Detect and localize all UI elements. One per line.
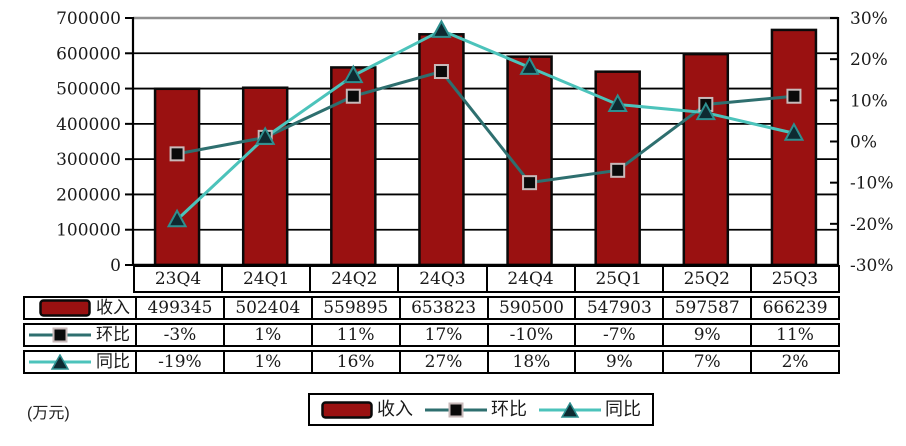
right-axis-tick-label: 20% xyxy=(850,50,888,70)
yoy-marker-triangle xyxy=(783,122,805,141)
table-cell: 1% xyxy=(222,352,311,372)
legend-label-yoy: 同比 xyxy=(605,398,641,420)
table-cell: 18% xyxy=(486,352,575,372)
left-axis-tick-label: 200000 xyxy=(56,185,121,205)
qoq-marker-square xyxy=(345,88,361,104)
table-cell: 17% xyxy=(398,325,487,345)
table-cell: 25Q1 xyxy=(573,267,662,291)
qoq-marker-square xyxy=(786,88,802,104)
yoy-marker-triangle xyxy=(254,126,276,145)
yoy-marker-triangle xyxy=(431,19,452,38)
bar-swatch-icon xyxy=(39,299,91,317)
left-axis-tick-label: 0 xyxy=(110,256,121,276)
right-axis-tick-label: 10% xyxy=(850,91,888,111)
table-cell: -10% xyxy=(486,325,575,345)
yoy-row: 同比 -19% 1% 16% 27% 18% 9% 7% 2% xyxy=(23,350,840,374)
qoq-marker-square xyxy=(522,175,538,191)
legend-label-qoq: 环比 xyxy=(491,398,527,420)
revenue-bar xyxy=(241,86,289,267)
table-cell: 590500 xyxy=(486,298,575,318)
table-cell: 23Q4 xyxy=(154,268,202,289)
row-label-yoy: 同比 xyxy=(25,352,135,372)
yoy-marker-triangle xyxy=(607,93,628,112)
yoy-line xyxy=(176,28,795,221)
table-cell: 24Q3 xyxy=(397,267,485,291)
qoq-marker-square xyxy=(169,146,185,162)
left-axis-tick-label: 700000 xyxy=(56,9,121,29)
table-cell: 27% xyxy=(398,352,487,372)
table-cell: 11% xyxy=(750,325,838,345)
right-axis-tick-label: -10% xyxy=(850,174,894,194)
legend-label-revenue: 收入 xyxy=(377,398,413,420)
qoq-line xyxy=(176,69,795,185)
table-cell: 559895 xyxy=(310,298,399,318)
left-axis-tick-label: 100000 xyxy=(56,221,121,241)
category-header-row: 23Q4 24Q1 24Q2 24Q3 24Q4 25Q1 25Q2 25Q3 xyxy=(133,265,840,293)
yoy-marker-triangle xyxy=(695,101,717,121)
legend-item-revenue: 收入 xyxy=(321,398,413,420)
row-label-text: 同比 xyxy=(96,351,130,372)
right-axis-tick-label: -30% xyxy=(850,256,894,276)
yoy-marker-triangle xyxy=(343,64,364,84)
table-cell: 547903 xyxy=(574,298,662,318)
table-cell: 666239 xyxy=(750,298,838,318)
table-cell: -19% xyxy=(135,352,223,372)
triangle-line-swatch-icon xyxy=(29,354,91,370)
table-cell: -7% xyxy=(574,325,662,345)
triangle-line-swatch-icon xyxy=(539,401,601,418)
table-cell: 499345 xyxy=(135,298,223,318)
table-cell: 9% xyxy=(662,325,750,345)
qoq-row: 环比 -3% 1% 11% 17% -10% -7% 9% 11% xyxy=(23,323,840,347)
revenue-bar xyxy=(506,55,553,267)
right-axis-tick-label: 0% xyxy=(850,133,877,153)
right-axis-tick-label: -20% xyxy=(850,215,894,235)
table-cell: 25Q2 xyxy=(661,267,750,291)
table-cell: 16% xyxy=(310,352,399,372)
table-cell: 11% xyxy=(310,325,399,345)
table-cell: 2% xyxy=(750,352,838,372)
bar-swatch-icon xyxy=(321,400,373,419)
qoq-marker-square xyxy=(610,162,626,178)
row-label-qoq: 环比 xyxy=(25,325,135,345)
axis-unit-label: (万元) xyxy=(27,405,70,422)
yoy-marker-triangle xyxy=(519,56,540,75)
table-cell: 1% xyxy=(222,325,311,345)
row-label-text: 收入 xyxy=(96,297,130,318)
chart-legend: 收入 环比 同比 xyxy=(308,393,654,426)
table-cell: 502404 xyxy=(222,298,311,318)
revenue-row: 收入 499345 502404 559895 653823 590500 547903 59… xyxy=(23,296,840,320)
revenue-bar xyxy=(153,87,201,267)
table-cell: 7% xyxy=(662,352,750,372)
table-cell: 24Q1 xyxy=(221,267,309,291)
table-cell: 25Q3 xyxy=(749,267,838,291)
qoq-marker-square xyxy=(433,64,449,80)
table-cell: 597587 xyxy=(662,298,750,318)
square-line-swatch-icon xyxy=(29,327,91,343)
row-label-text: 环比 xyxy=(96,324,130,345)
row-label-revenue: 收入 xyxy=(25,298,135,318)
table-cell: 653823 xyxy=(398,298,487,318)
left-axis-tick-label: 300000 xyxy=(56,150,121,170)
revenue-bar xyxy=(770,28,818,267)
table-cell: -3% xyxy=(135,325,223,345)
right-axis-tick-label: 30% xyxy=(850,9,888,29)
yoy-marker-triangle xyxy=(166,208,188,228)
table-cell: 9% xyxy=(574,352,662,372)
legend-item-yoy: 同比 xyxy=(539,398,641,420)
left-axis-tick-label: 600000 xyxy=(56,44,121,64)
table-cell: 24Q2 xyxy=(309,267,397,291)
legend-item-qoq: 环比 xyxy=(425,398,527,420)
square-line-swatch-icon xyxy=(425,402,487,417)
table-cell: 24Q4 xyxy=(485,267,574,291)
revenue-bar xyxy=(682,52,730,267)
left-axis-tick-label: 500000 xyxy=(56,80,121,100)
left-axis-tick-label: 400000 xyxy=(56,115,121,135)
